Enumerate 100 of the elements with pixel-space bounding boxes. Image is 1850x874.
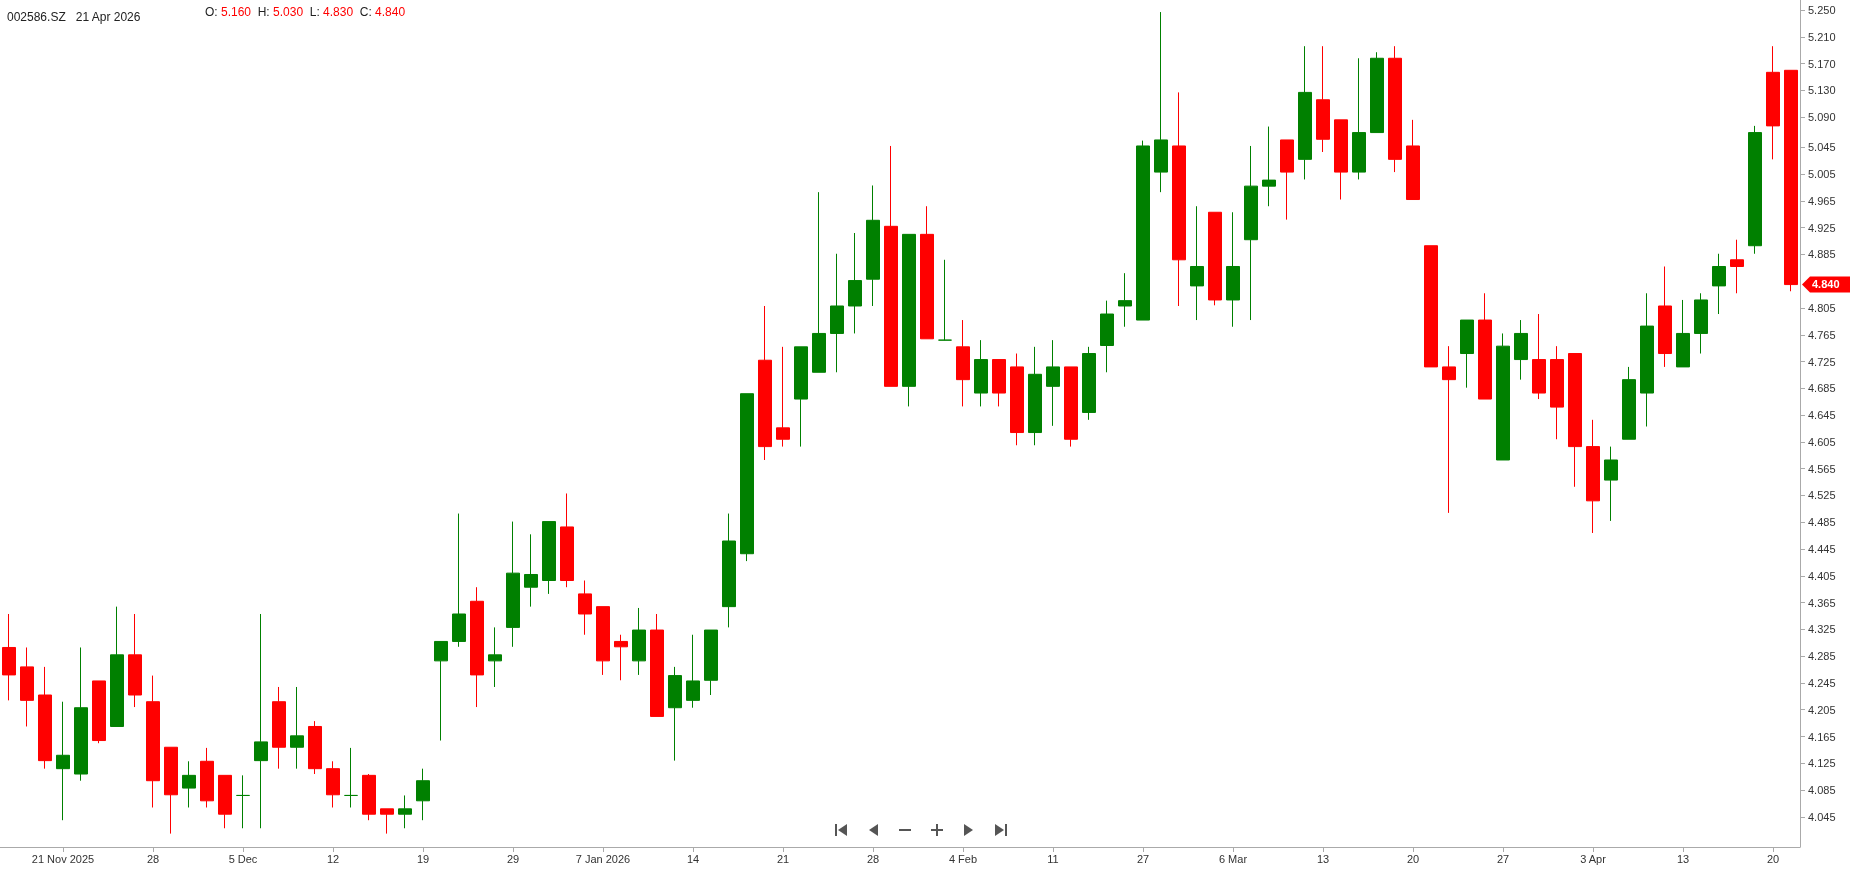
x-tick-label: 5 Dec (228, 852, 258, 865)
y-tick-label: 4.245 (1808, 676, 1836, 689)
candlestick (1028, 346, 1042, 446)
candlestick (506, 521, 520, 648)
y-tick-label: 4.685 (1808, 382, 1836, 395)
y-tick-label: 4.965 (1808, 194, 1836, 207)
x-tick-label: 13 (1316, 852, 1330, 865)
candlestick (56, 701, 70, 821)
candlestick (218, 774, 232, 829)
candlestick (1046, 339, 1060, 427)
y-tick-label: 4.725 (1808, 355, 1836, 368)
candlestick (290, 686, 304, 770)
y-tick-label: 4.405 (1808, 569, 1836, 582)
y-tick-label: 5.090 (1808, 111, 1836, 124)
x-tick-label: 14 (686, 852, 700, 865)
candlestick (740, 393, 754, 562)
candlestick (794, 346, 808, 448)
candlestick (1676, 299, 1690, 368)
candlestick (992, 359, 1006, 407)
candlestick (1532, 313, 1546, 400)
candlestick (578, 580, 592, 636)
x-tick-label: 27 (1136, 852, 1150, 865)
candlestick (956, 319, 970, 407)
candlestick (1604, 446, 1618, 522)
candlestick (452, 513, 466, 648)
candlestick (902, 233, 916, 407)
candlestick (146, 675, 160, 808)
candlestick (1262, 126, 1276, 207)
y-tick-label: 5.005 (1808, 168, 1836, 181)
candlestick (1136, 140, 1150, 321)
candlestick (1640, 292, 1654, 428)
candlestick (884, 145, 898, 387)
y-tick-label: 4.565 (1808, 462, 1836, 475)
candlestick (1586, 419, 1600, 534)
candlestick (200, 747, 214, 808)
x-tick-label: 21 Nov 2025 (31, 852, 95, 865)
y-tick-label: 5.130 (1808, 84, 1836, 97)
candlestick (1712, 253, 1726, 315)
candlestick (1298, 45, 1312, 180)
y-tick-label: 4.485 (1808, 516, 1836, 529)
candlestick (1244, 145, 1258, 321)
candlestick (1496, 332, 1510, 461)
candlestick (1622, 366, 1636, 440)
candlestick (812, 191, 826, 373)
y-tick-label: 4.645 (1808, 409, 1836, 422)
candlestick (1064, 366, 1078, 448)
y-tick-label: 4.365 (1808, 596, 1836, 609)
candlestick (164, 746, 178, 835)
candlestick (614, 634, 628, 681)
candlestick (1550, 345, 1564, 440)
y-tick-label: 5.170 (1808, 57, 1836, 70)
annotation: O: 5.160 (205, 5, 252, 19)
y-tick-label: 4.085 (1808, 784, 1836, 797)
candlestick (308, 720, 322, 775)
y-tick-label: 4.125 (1808, 757, 1836, 770)
candlestick (560, 492, 574, 588)
candlestick (1172, 91, 1186, 307)
y-tick-label: 5.210 (1808, 30, 1836, 43)
candlestick (866, 184, 880, 307)
y-tick-label: 4.765 (1808, 328, 1836, 341)
candlestick (1352, 57, 1366, 180)
candlestick (704, 629, 718, 696)
candlestick (1478, 292, 1492, 400)
candlestick (272, 686, 286, 770)
candlestick (1280, 139, 1294, 221)
candlestick (434, 640, 448, 742)
x-tick-label: 4 Feb (948, 852, 978, 865)
candlestick (1694, 292, 1708, 355)
annotation: L: 4.830 (309, 5, 354, 19)
y-tick-label: 4.165 (1808, 730, 1836, 743)
candlestick (488, 626, 502, 688)
candlestick (1316, 45, 1330, 153)
candlestick (668, 666, 682, 762)
candlestick (20, 646, 34, 727)
candlestick (398, 794, 412, 829)
candlestick (1010, 353, 1024, 446)
candlestick (1082, 346, 1096, 421)
candlestick (1334, 119, 1348, 201)
candlestick (524, 533, 538, 608)
candlestick (362, 773, 376, 821)
candlestick (236, 774, 250, 829)
x-tick-label: 20 (1406, 852, 1420, 865)
candlestick (1370, 51, 1384, 134)
candlestick (380, 808, 394, 835)
candlestick (1100, 300, 1114, 373)
candlestick (110, 606, 124, 727)
y-tick-label: 4.045 (1808, 810, 1836, 823)
candlestick (1766, 45, 1780, 160)
candlestick (1730, 239, 1744, 294)
y-tick-label: 4.925 (1808, 221, 1836, 234)
text: 4.840 (1812, 278, 1840, 291)
candlestick (1460, 319, 1474, 389)
candlestick (776, 346, 790, 448)
x-tick-label: 29 (506, 852, 520, 865)
candlestick (326, 760, 340, 808)
x-tick-label: 28 (146, 852, 160, 865)
candlestick (1748, 125, 1762, 255)
y-tick-label: 4.525 (1808, 489, 1836, 502)
candlestick (938, 259, 952, 341)
candlestick (1658, 265, 1672, 368)
